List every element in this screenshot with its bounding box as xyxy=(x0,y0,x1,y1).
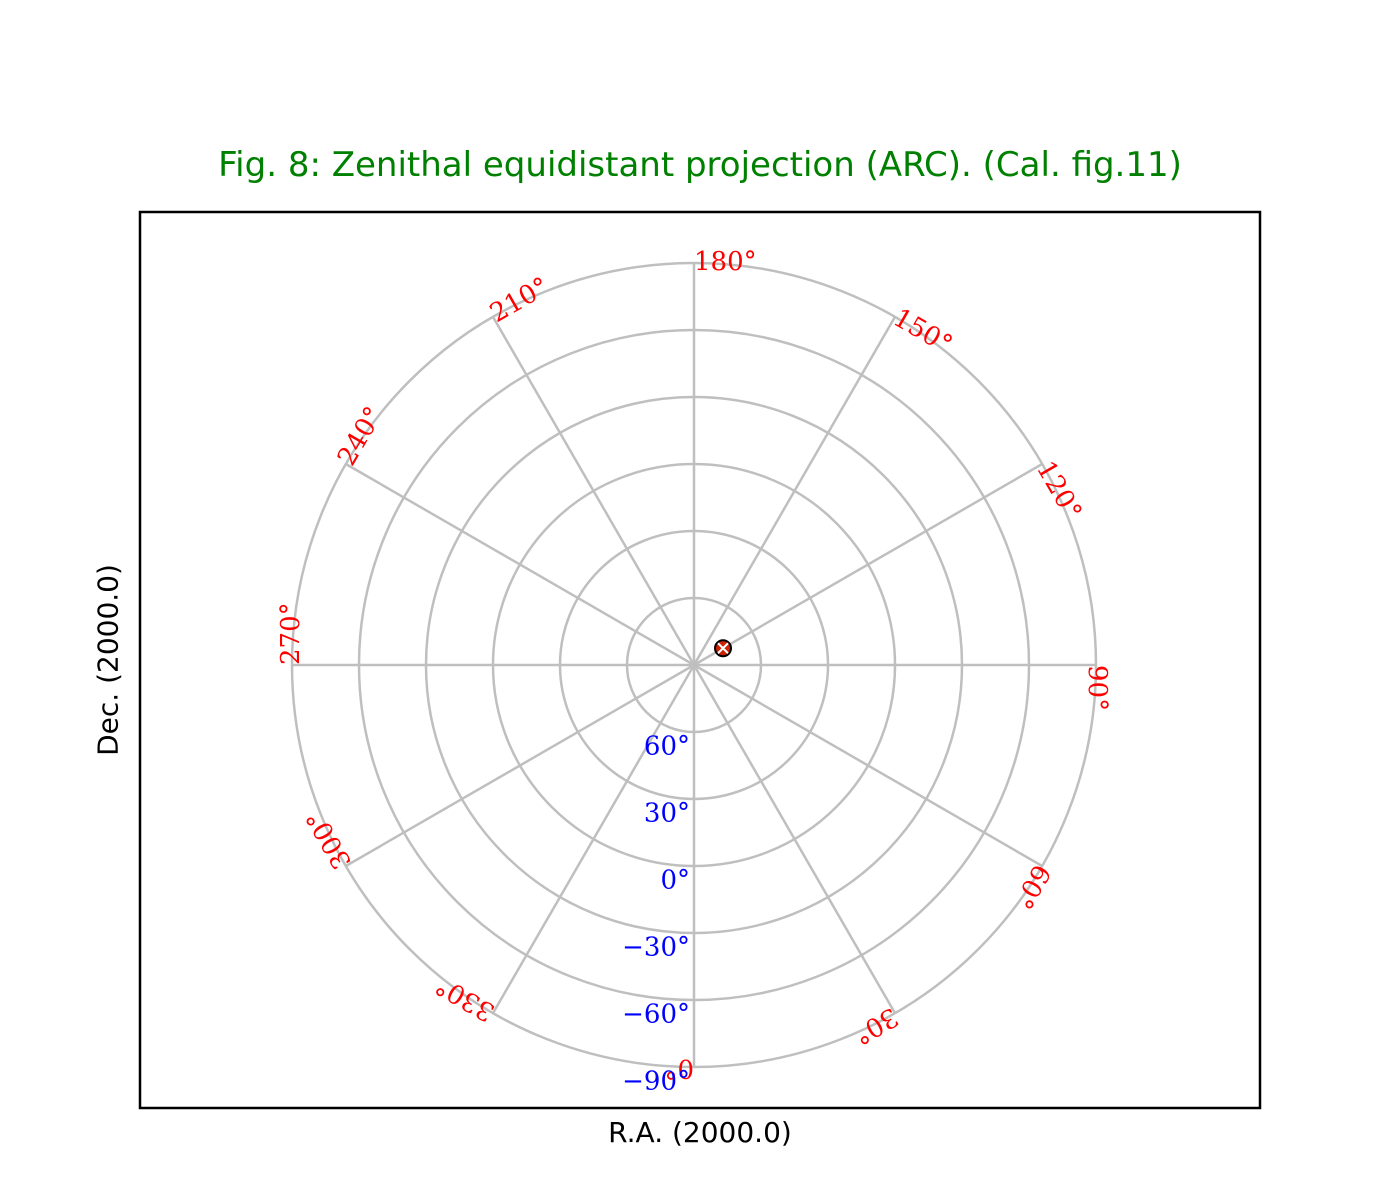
ra-tick-label: 90° xyxy=(1082,665,1112,711)
ra-tick-label: 300° xyxy=(301,805,358,874)
ra-meridian-300 xyxy=(345,663,695,868)
ra-tick-label: 270° xyxy=(276,602,306,665)
chart-title: Fig. 8: Zenithal equidistant projection … xyxy=(218,145,1182,185)
dec-tick-label: −30° xyxy=(622,932,690,962)
ra-meridians xyxy=(292,263,1096,1067)
ra-meridian-120 xyxy=(693,462,1043,667)
ra-tick-label: 30° xyxy=(848,1001,903,1050)
dec-tick-labels: 60° 30° 0° −30° −60° −90° xyxy=(622,731,690,1096)
data-points xyxy=(714,639,733,658)
ra-meridian-330 xyxy=(491,664,696,1014)
ra-tick-label: 150° xyxy=(888,303,957,360)
y-axis-label: Dec. (2000.0) xyxy=(91,564,125,756)
dec-tick-label: −90° xyxy=(622,1066,690,1096)
ra-meridian-210 xyxy=(491,316,696,666)
x-axis-label: R.A. (2000.0) xyxy=(608,1116,792,1149)
ra-tick-label: 120° xyxy=(1030,456,1087,525)
ra-tick-label: 330° xyxy=(431,970,500,1027)
ra-meridian-150 xyxy=(692,316,897,666)
axes-frame xyxy=(138,210,1262,1110)
ra-tick-label: 180° xyxy=(694,247,757,277)
dec-tick-label: 0° xyxy=(660,865,690,895)
ra-tick-label: 210° xyxy=(485,272,554,329)
ra-tick-label: 60° xyxy=(1007,859,1056,914)
ra-meridian-30 xyxy=(692,664,897,1014)
ra-tick-label: 0° xyxy=(664,1053,694,1083)
ra-meridian-60 xyxy=(693,663,1043,868)
dec-tick-label: 60° xyxy=(644,731,690,761)
ra-meridian-240 xyxy=(345,462,695,667)
ra-tick-label: 240° xyxy=(332,402,389,471)
data-point xyxy=(714,639,733,658)
dec-tick-label: 30° xyxy=(644,798,690,828)
dec-tick-label: −60° xyxy=(622,999,690,1029)
